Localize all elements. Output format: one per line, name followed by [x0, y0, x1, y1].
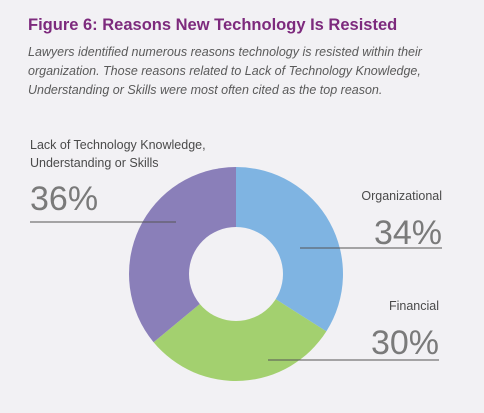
organizational-label: Organizational	[361, 189, 442, 203]
knowledge-slice	[129, 167, 236, 343]
financial-slice	[153, 274, 327, 381]
knowledge-percent: 36%	[30, 180, 98, 218]
financial-percent: 30%	[371, 324, 439, 362]
donut-hole	[189, 227, 283, 321]
figure-title: Figure 6: Reasons New Technology Is Resi…	[28, 16, 398, 34]
organizational-percent: 34%	[374, 214, 442, 252]
figure-subtitle: Lawyers identified numerous reasons tech…	[28, 45, 422, 97]
knowledge-label-line-2: Understanding or Skills	[30, 156, 159, 170]
knowledge-label-line-1: Lack of Technology Knowledge,	[30, 138, 206, 152]
financial-label: Financial	[389, 299, 439, 313]
